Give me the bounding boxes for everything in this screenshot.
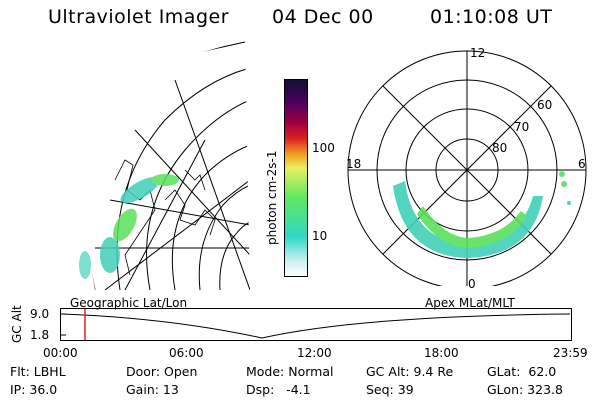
mlt-label-0: 0 <box>468 277 476 291</box>
time-tick-0600: 06:00 <box>169 346 204 360</box>
coastline <box>184 169 206 191</box>
lon-line <box>134 129 250 256</box>
colorbar-unit-label: photon cm-2s-1 <box>265 150 279 246</box>
glon-info: GLon: 323.8 <box>487 382 563 397</box>
mlt-label-6: 6 <box>578 157 586 171</box>
timeline-frame <box>60 308 572 341</box>
colorbar-tick-100: 100 <box>312 141 335 155</box>
colorbar-tick-10: 10 <box>312 229 328 243</box>
aurora-patch <box>113 208 137 242</box>
lat-circle <box>171 144 250 290</box>
aurora-spot <box>559 171 565 177</box>
gain-info: Gain: 13 <box>126 382 179 397</box>
altitude-curve <box>61 313 571 339</box>
polar-plot <box>347 50 587 286</box>
lon-line <box>174 79 250 290</box>
mode-info: Mode: Normal <box>246 364 334 379</box>
gc-alt-info: GC Alt: 9.4 Re <box>366 364 454 379</box>
timeline-ytick-high: 9.0 <box>30 307 50 321</box>
time-tick-0000: 00:00 <box>43 346 78 360</box>
seq-info: Seq: 39 <box>366 382 414 397</box>
time-tick-2359: 23:59 <box>553 346 588 360</box>
color-scale-bar <box>284 79 308 277</box>
instrument-title: Ultraviolet Imager <box>48 6 230 28</box>
lat-circle <box>219 221 250 290</box>
time-tick-1800: 18:00 <box>424 346 459 360</box>
aurora-patch <box>151 174 179 186</box>
timeline-ytick-low: 1.8 <box>30 328 50 342</box>
timeline-y-label: GC Alt <box>10 305 24 343</box>
door-info: Door: Open <box>126 364 198 379</box>
aurora-spot <box>567 201 571 205</box>
auroral-oval-bright <box>417 206 527 248</box>
lat-circle <box>198 184 250 290</box>
aurora-patch <box>100 237 120 273</box>
ip-info: IP: 36.0 <box>10 382 58 397</box>
time-tick-1200: 12:00 <box>297 346 332 360</box>
dsp-info: Dsp: -4.1 <box>246 382 311 397</box>
glat-info: GLat: 62.0 <box>487 364 557 379</box>
aurora-spot <box>561 181 567 187</box>
aurora-patch <box>79 251 91 279</box>
left-projection-caption: Geographic Lat/Lon <box>70 296 188 310</box>
observation-time: 01:10:08 UT <box>430 6 553 28</box>
altitude-timeline[interactable] <box>60 308 574 342</box>
mlt-label-12: 12 <box>470 46 486 60</box>
coastline <box>164 189 216 236</box>
lat-label-80: 80 <box>492 141 508 155</box>
observation-date: 04 Dec 00 <box>272 6 374 28</box>
lat-label-60: 60 <box>537 98 553 112</box>
right-projection-caption: Apex MLat/MLT <box>425 296 515 310</box>
lat-label-70: 70 <box>514 120 530 134</box>
lon-line <box>109 199 250 226</box>
aurora-patch <box>120 177 160 203</box>
geographic-map <box>79 41 250 290</box>
lon-line <box>124 139 206 290</box>
lat-circle <box>116 67 250 290</box>
mlt-label-18: 18 <box>346 157 362 171</box>
filter-info: Flt: LBHL <box>10 364 66 379</box>
auroral-oval <box>393 181 543 258</box>
